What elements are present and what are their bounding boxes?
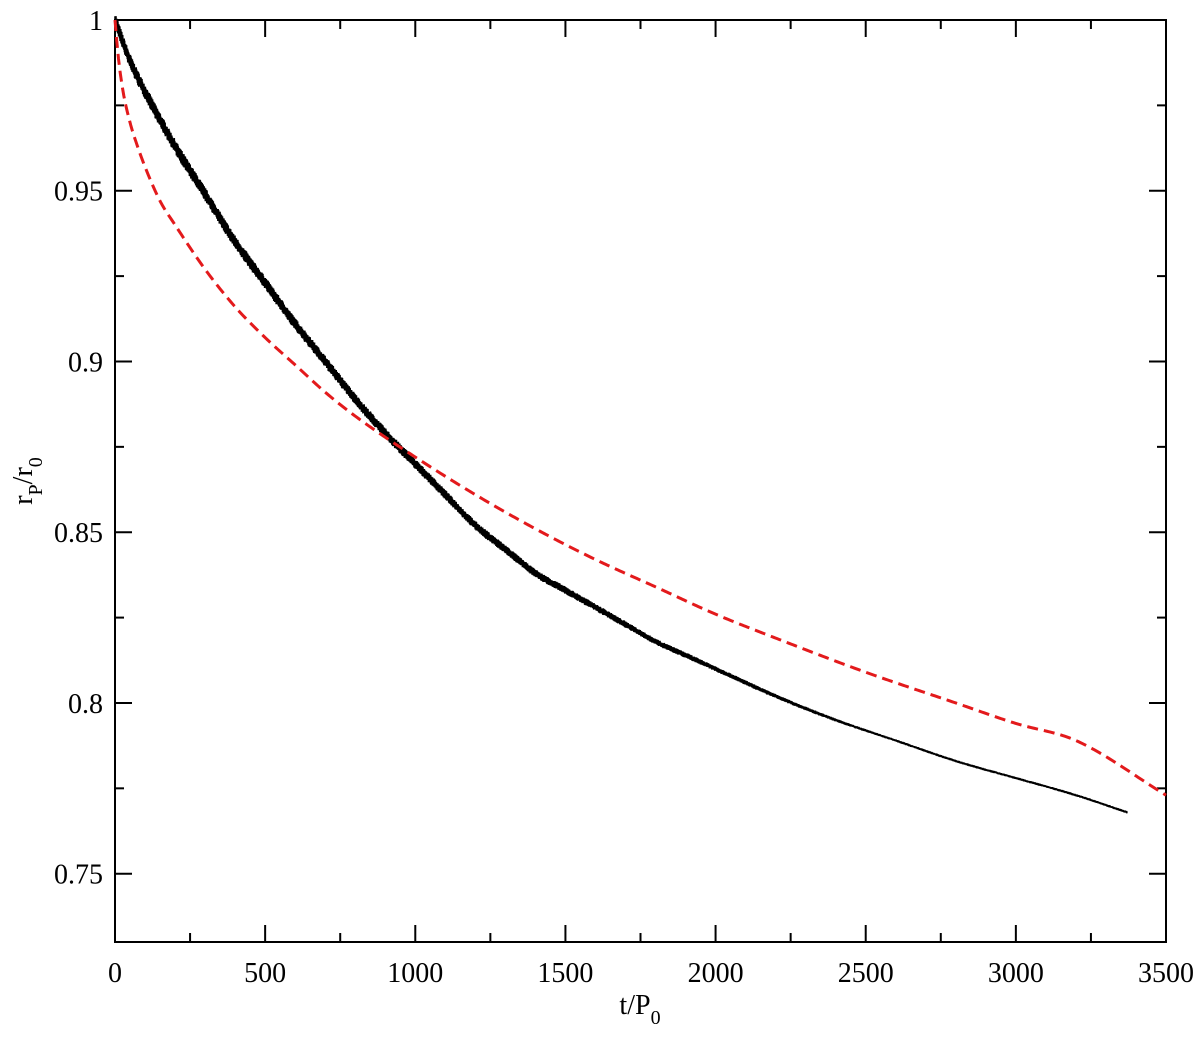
y-axis-label: rP/r0: [8, 457, 47, 505]
x-tick-label: 1000: [387, 958, 443, 989]
y-axis-label-mid: /r: [8, 467, 39, 485]
series-line-simulation: [114, 16, 1128, 814]
y-axis-label-main: r: [8, 495, 39, 505]
x-tick-label: 2500: [838, 958, 894, 989]
y-tick-label: 0.8: [68, 689, 103, 720]
x-axis-label-sub: 0: [651, 1007, 661, 1029]
x-tick-label: 3000: [988, 958, 1044, 989]
y-tick-label: 0.85: [54, 518, 103, 549]
y-tick-label: 0.75: [54, 860, 103, 891]
series-line-dashed: [113, 19, 1167, 797]
x-tick-label: 3500: [1138, 958, 1194, 989]
series-group: [113, 16, 1167, 814]
y-tick-label: 0.9: [68, 347, 103, 378]
plot-frame: [114, 19, 1167, 943]
x-tick-label: 2000: [688, 958, 744, 989]
ticks: 0 500 1000 1500 2000 2500 3000 3500 0.75 0.8 0.85 0…: [54, 6, 1194, 989]
y-axis-label-sub2: 0: [25, 457, 47, 467]
y-tick-label: 1: [89, 6, 103, 37]
x-axis-label-main: t/P: [619, 990, 650, 1021]
x-tick-label: 1500: [537, 958, 593, 989]
x-tick-label: 500: [244, 958, 286, 989]
y-axis-label-sub1: P: [25, 484, 47, 495]
y-tick-label: 0.95: [54, 177, 103, 208]
x-tick-label: 0: [108, 958, 122, 989]
x-axis-label: t/P0: [619, 990, 660, 1029]
